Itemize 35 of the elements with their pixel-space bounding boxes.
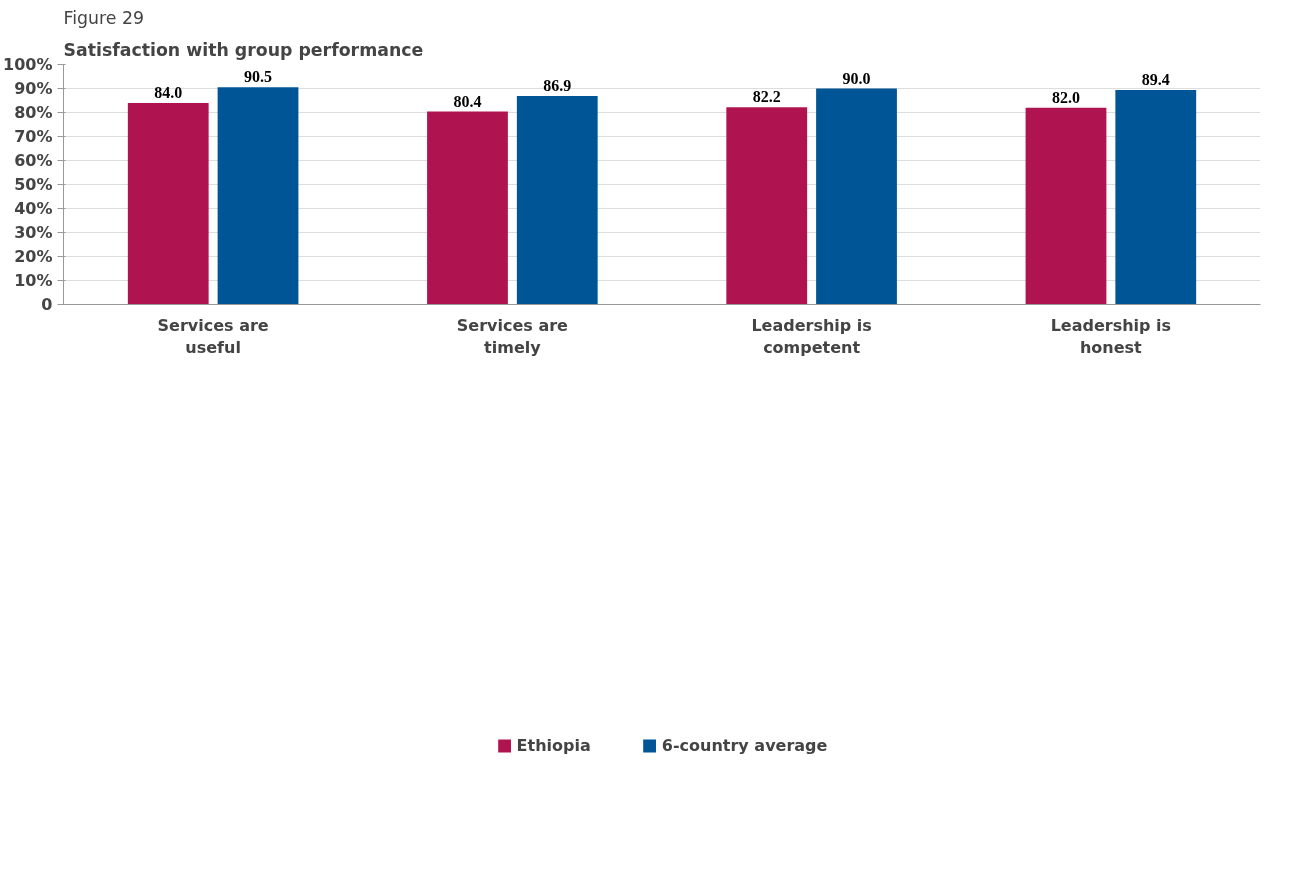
y-tick-label: 60% xyxy=(14,151,53,170)
data-label: 90.0 xyxy=(842,69,871,87)
bar xyxy=(726,107,808,305)
legend-label: 6-country average xyxy=(661,735,828,755)
chart-title: Figure 29 xyxy=(63,7,144,28)
bar xyxy=(427,111,508,305)
bar xyxy=(816,88,897,305)
data-label: 82.2 xyxy=(752,88,781,106)
y-tick-label: 50% xyxy=(14,175,53,194)
y-tick-label: 90% xyxy=(14,79,53,98)
data-label: 86.9 xyxy=(543,76,572,94)
bar xyxy=(1025,107,1107,305)
y-tick-label: 0 xyxy=(41,295,53,314)
y-tick-label: 100% xyxy=(3,55,53,74)
data-label: 90.5 xyxy=(244,68,273,86)
x-tick-label: Leadership is honest xyxy=(1050,315,1172,358)
y-tick-label: 30% xyxy=(14,223,53,242)
y-tick-label: 10% xyxy=(14,271,53,290)
x-tick-label: Services are useful xyxy=(157,315,269,358)
bar xyxy=(1115,89,1197,305)
y-tick-label: 80% xyxy=(14,103,53,122)
x-tick-label: Services are timely xyxy=(456,315,569,358)
data-label: 84.0 xyxy=(154,83,183,101)
data-label: 89.4 xyxy=(1141,70,1170,88)
data-label: 82.0 xyxy=(1051,88,1080,106)
bar xyxy=(516,95,598,305)
chart-subtitle: Satisfaction with group performance xyxy=(63,39,424,60)
y-tick-label: 70% xyxy=(14,127,53,146)
data-label: 80.4 xyxy=(453,92,482,110)
bar xyxy=(217,87,299,305)
x-tick-label: Leadership is competent xyxy=(751,315,872,358)
y-tick-label: 20% xyxy=(14,247,53,266)
legend-label: Ethiopia xyxy=(516,735,591,755)
y-tick-label: 40% xyxy=(14,199,53,218)
bar xyxy=(127,102,209,305)
